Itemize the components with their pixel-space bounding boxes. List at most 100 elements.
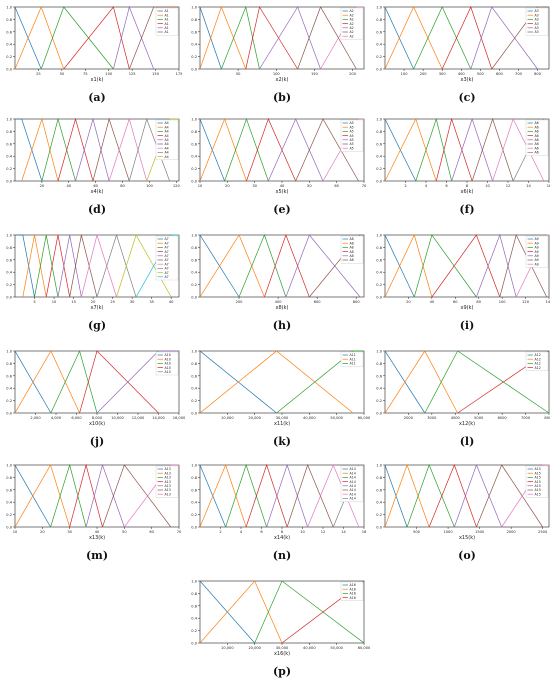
membership-series-line (245, 464, 288, 528)
y-tick-label: 0.2 (376, 55, 382, 59)
legend-entry: A9 (535, 237, 539, 241)
legend-entry: A8 (350, 250, 354, 254)
panel-n-chart: 0.00.20.40.60.81.02 4 6 8 10 12 14 16x14(k)A14A… (191, 464, 367, 542)
x-tick-label: 30,000 (276, 416, 289, 420)
x-tick-label: 16,000 (173, 416, 186, 420)
legend-entry: A6 (535, 134, 539, 138)
legend-entry: A16 (350, 587, 356, 591)
legend-entry: A13 (165, 471, 171, 475)
legend-entry: A6 (535, 151, 539, 155)
panel-p-chart: 0.0 0.2 0.4 0.6 0.8 1.0 10,000 20,000 30,000 40,0… (191, 580, 371, 658)
legend-entry: A15 (535, 492, 541, 496)
legend-entry: A8 (350, 237, 354, 241)
membership-series-line (470, 6, 538, 70)
x-tick-label: 40 (169, 300, 174, 304)
x-tick-label: 800 (534, 72, 542, 76)
membership-series-line (491, 6, 549, 70)
panel-caption: (d) (87, 203, 107, 216)
legend-entry: A4 (165, 146, 169, 150)
x-axis-label: x7(k) (91, 305, 104, 311)
legend-entry: A13 (165, 480, 171, 484)
legend-entry: A6 (535, 121, 539, 125)
x-tick-label: 50 (307, 184, 312, 188)
membership-series-line (431, 234, 501, 298)
x-tick-label: 300 (439, 72, 447, 76)
membership-series-line (57, 234, 82, 298)
y-tick-label: 0.0 (376, 412, 382, 416)
panel-caption: (j) (89, 435, 105, 448)
membership-series-line (441, 6, 493, 70)
membership-series-line (50, 464, 87, 528)
x-tick-label: 2 (219, 530, 221, 534)
membership-series-line (221, 6, 260, 70)
y-tick-label: 1.0 (6, 464, 12, 468)
y-tick-label: 0.2 (6, 399, 12, 403)
x-tick-label: 6000 (498, 416, 508, 420)
y-tick-label: 0.6 (6, 30, 12, 34)
y-tick-label: 0.0 (376, 526, 382, 530)
y-tick-label: 0.4 (6, 155, 12, 159)
membership-series-line (224, 118, 269, 182)
y-tick-label: 0.8 (376, 362, 382, 366)
x-tick-label: 500 (477, 72, 485, 76)
y-tick-label: 0.6 (191, 258, 197, 262)
y-tick-label: 0.2 (191, 629, 197, 633)
x-tick-label: 100 (401, 72, 409, 76)
x-tick-label: 40,000 (303, 646, 316, 650)
x-tick-label: 125 (129, 72, 136, 76)
y-tick-label: 1.0 (6, 6, 12, 10)
legend-entry: A3 (535, 9, 539, 13)
legend-entry: A13 (165, 476, 171, 480)
membership-series-line (476, 234, 517, 298)
x-tick-label: 16 (362, 530, 367, 534)
x-tick-label: 20 (225, 184, 230, 188)
y-tick-label: 0.6 (191, 488, 197, 492)
membership-series-line (108, 118, 148, 182)
membership-series-line (200, 118, 247, 182)
panel-c-chart: 0.0 0.2 0.4 0.6 0.8 1.0 100 200 300 400 500 600 700 8… (376, 6, 550, 83)
x-tick-label: 1500 (475, 530, 485, 534)
x-axis-label: x12(k) (459, 421, 475, 427)
membership-series-line (113, 6, 155, 70)
legend-entry: A4 (165, 155, 169, 159)
y-tick-label: 1.0 (191, 464, 197, 468)
membership-series-line (146, 118, 179, 182)
y-tick-label: 0.8 (376, 476, 382, 480)
membership-series-line (225, 464, 267, 528)
y-tick-label: 0.2 (191, 513, 197, 517)
x-tick-label: 10,000 (221, 646, 234, 650)
legend-entry: A2 (350, 9, 354, 13)
y-tick-label: 1.0 (6, 350, 12, 354)
membership-series-line (471, 118, 514, 182)
plot-frame (14, 234, 180, 298)
y-tick-label: 0.2 (6, 55, 12, 59)
legend-entry: A7 (165, 258, 169, 262)
membership-series-group (200, 464, 364, 528)
legend-entry: A5 (350, 130, 354, 134)
x-axis-label: x4(k) (91, 189, 104, 195)
legend-entry: A8 (350, 241, 354, 245)
y-tick-label: 0.0 (376, 180, 382, 184)
y-tick-label: 0.8 (6, 476, 12, 480)
y-tick-label: 0.4 (191, 155, 197, 159)
panel-a-chart: 0.0 0.2 0.4 0.6 0.8 1.0 25 50 75 100 125 150 175 x1(k… (6, 6, 182, 84)
membership-series-group (200, 6, 364, 70)
y-tick-label: 0.8 (6, 130, 12, 134)
y-tick-label: 0.4 (191, 271, 197, 275)
x-tick-label: 20 (91, 300, 96, 304)
y-tick-label: 0.2 (376, 399, 382, 403)
x-tick-label: 100 (105, 72, 113, 76)
membership-series-group (385, 350, 549, 414)
panel-d-chart: 0.00.20.40.60.81.020 40 60 80 100 120x4(k)A4A… (6, 118, 180, 196)
legend-entry: A3 (535, 30, 539, 34)
y-tick-label: 0.4 (6, 271, 12, 275)
x-tick-label: 14,000 (152, 416, 165, 420)
x-axis-label: x9(k) (461, 305, 474, 311)
x-tick-label: 2000 (507, 530, 517, 534)
legend-entry: A6 (535, 146, 539, 150)
y-tick-label: 1.0 (6, 234, 12, 238)
legend-entry: A2 (350, 26, 354, 30)
x-tick-label: 4,000 (51, 416, 62, 420)
x-tick-label: 6 (260, 530, 263, 534)
